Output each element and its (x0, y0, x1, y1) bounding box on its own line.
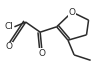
Text: O: O (39, 49, 46, 58)
Text: Cl: Cl (5, 22, 13, 31)
Text: O: O (6, 42, 13, 51)
Text: O: O (69, 8, 76, 17)
